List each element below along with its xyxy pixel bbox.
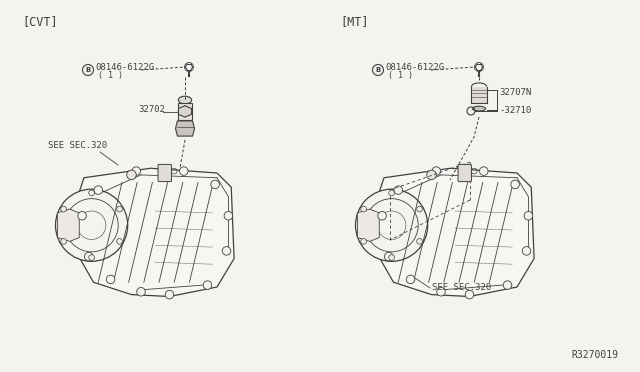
Text: 32707N: 32707N [499,88,531,97]
Polygon shape [179,106,191,117]
Polygon shape [357,209,380,241]
Polygon shape [74,168,234,296]
Circle shape [427,170,436,180]
Text: [CVT]: [CVT] [22,15,58,28]
Circle shape [61,238,67,244]
Text: 32702: 32702 [138,105,165,114]
Circle shape [211,180,220,189]
Text: SEE SEC.320: SEE SEC.320 [432,283,491,292]
Circle shape [78,211,86,220]
Text: ( 1 ): ( 1 ) [388,71,413,80]
FancyBboxPatch shape [458,164,472,182]
Circle shape [522,247,531,255]
Circle shape [388,190,394,196]
Circle shape [116,206,122,212]
Circle shape [432,167,440,175]
Circle shape [465,290,474,299]
Circle shape [406,275,415,284]
Circle shape [56,189,128,262]
FancyBboxPatch shape [179,103,191,120]
Circle shape [361,238,367,244]
Circle shape [417,238,422,244]
Circle shape [204,281,212,289]
Polygon shape [58,209,79,241]
Circle shape [503,281,512,289]
Circle shape [417,206,422,212]
Circle shape [385,252,393,261]
Circle shape [436,288,445,296]
Circle shape [511,180,520,189]
Ellipse shape [179,96,191,104]
Circle shape [388,255,394,260]
Circle shape [479,167,488,175]
FancyBboxPatch shape [472,87,486,103]
Text: 08146-6122G: 08146-6122G [95,64,154,73]
Text: B: B [376,67,381,74]
Circle shape [165,290,174,299]
Text: R3270019: R3270019 [571,350,618,360]
FancyBboxPatch shape [158,164,172,182]
Circle shape [61,206,67,212]
Circle shape [84,252,93,261]
Circle shape [524,211,532,220]
Circle shape [179,167,188,175]
Text: ( 1 ): ( 1 ) [98,71,123,80]
Polygon shape [175,121,195,136]
Circle shape [378,211,387,220]
Circle shape [361,206,367,212]
Circle shape [132,167,141,175]
Text: B: B [85,67,91,74]
Ellipse shape [472,106,486,111]
Circle shape [224,211,233,220]
Text: 08146-6122G: 08146-6122G [385,64,444,73]
Text: SEE SEC.320: SEE SEC.320 [48,141,107,150]
Text: [MT]: [MT] [340,15,369,28]
Circle shape [106,275,115,284]
Circle shape [127,170,136,180]
Circle shape [94,186,102,195]
Circle shape [355,189,428,262]
Circle shape [222,247,231,255]
Circle shape [116,238,122,244]
Circle shape [137,288,145,296]
Text: -32710: -32710 [499,106,531,115]
Circle shape [394,186,403,195]
Polygon shape [374,168,534,296]
Circle shape [89,190,95,196]
Circle shape [89,255,95,260]
